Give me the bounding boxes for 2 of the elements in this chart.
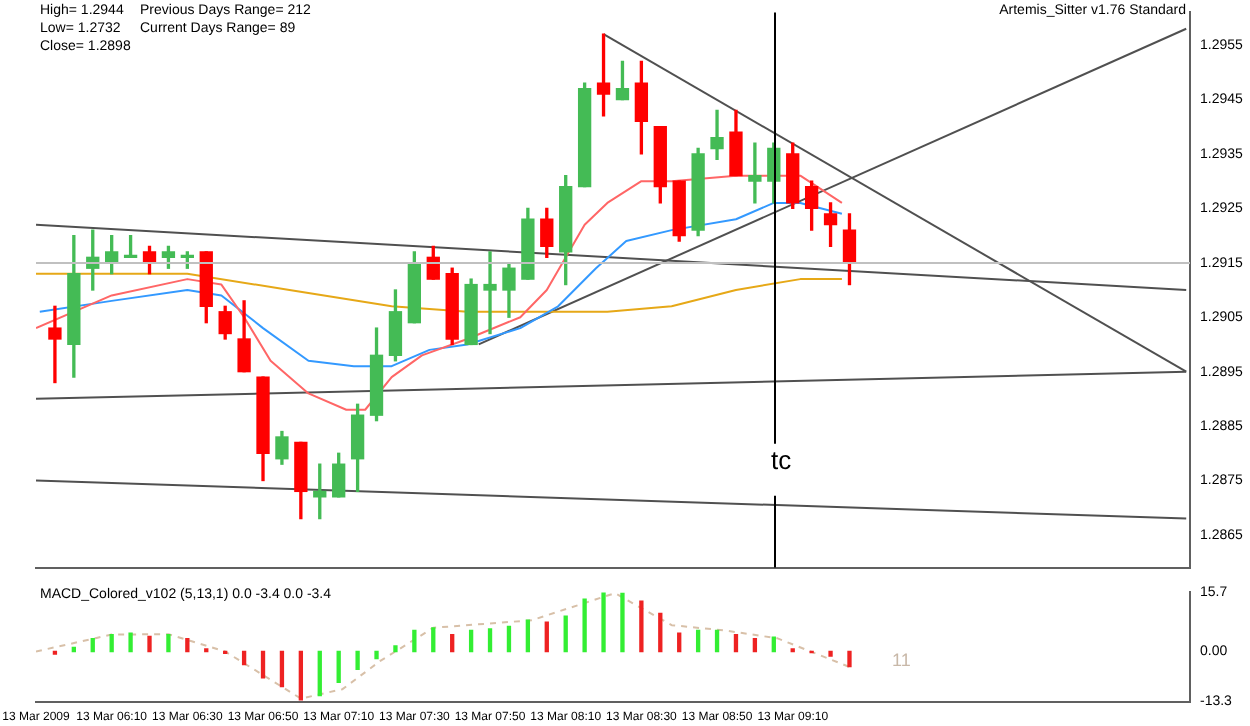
ref-line-label: tc — [771, 444, 793, 475]
annotation: 11 — [892, 650, 911, 670]
